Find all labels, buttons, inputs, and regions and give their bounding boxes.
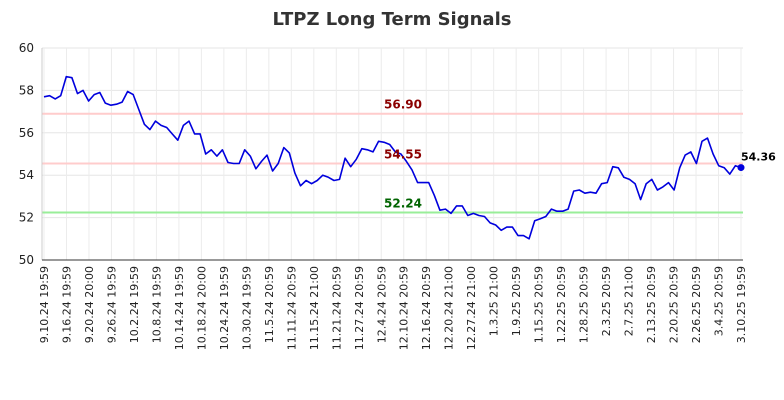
x-tick-label: 9.20.24 20:00 (83, 266, 96, 343)
y-tick-label: 58 (19, 83, 34, 97)
x-tick-label: 11.15.24 21:00 (308, 266, 321, 350)
x-tick-label: 10.24.24 19:59 (218, 266, 231, 350)
x-tick-label: 12.27.24 21:00 (465, 266, 478, 350)
x-tick-label: 11.5.24 20:59 (263, 266, 276, 343)
x-tick-label: 12.10.24 20:59 (398, 266, 411, 350)
y-tick-label: 50 (19, 253, 34, 267)
x-tick-label: 2.7.25 21:00 (623, 266, 636, 336)
y-tick-label: 52 (19, 211, 34, 225)
axes: 50 52 54 56 58 60 9.10.24 19:59 9.16.24 19:59 9.… (19, 41, 748, 350)
x-tick-label: 10.2.24 19:59 (128, 266, 141, 343)
x-tick-label: 2.20.25 20:59 (668, 266, 681, 343)
x-tick-label: 2.26.25 20:59 (690, 266, 703, 343)
x-tick-label: 3.10.25 19:59 (735, 266, 748, 343)
x-tick-label: 9.10.24 19:59 (38, 266, 51, 343)
reference-line-label: 54.55 (384, 148, 422, 162)
x-tick-label: 10.18.24 20:00 (195, 266, 208, 350)
x-tick-label: 10.8.24 19:59 (150, 266, 163, 343)
x-tick-label: 10.14.24 19:59 (173, 266, 186, 350)
x-tick-label: 11.11.24 20:59 (285, 266, 298, 350)
price-series (43, 75, 745, 240)
x-tick-label: 2.13.25 20:59 (645, 266, 658, 343)
reference-line-label: 52.24 (384, 197, 422, 211)
reference-lines (42, 112, 743, 214)
x-tick-label: 1.15.25 20:59 (533, 266, 546, 343)
x-tick-label: 12.4.24 20:59 (375, 266, 388, 343)
x-tick-label: 1.9.25 20:59 (510, 266, 523, 336)
x-tick-label: 1.22.25 20:59 (555, 266, 568, 343)
x-tick-label: 12.16.24 20:59 (420, 266, 433, 350)
x-tick-label: 9.16.24 19:59 (60, 266, 73, 343)
price-line (43, 75, 742, 240)
x-tick-label: 10.30.24 19:59 (240, 266, 253, 350)
y-tick-label: 56 (19, 126, 34, 140)
reference-line-label: 56.90 (384, 98, 422, 112)
last-point-marker (737, 164, 745, 172)
y-tick-label: 54 (19, 168, 34, 182)
chart-title: LTPZ Long Term Signals (273, 9, 512, 30)
x-tick-label: 12.20.24 21:00 (443, 266, 456, 350)
y-tick-label: 60 (19, 41, 34, 55)
x-tick-label: 9.26.24 19:59 (105, 266, 118, 343)
x-tick-label: 11.27.24 20:59 (353, 266, 366, 350)
x-tick-label: 1.3.25 21:00 (488, 266, 501, 336)
x-tick-label: 3.4.25 20:59 (713, 266, 726, 336)
last-value-label: 54.36 (741, 151, 776, 164)
x-tick-label: 11.21.24 20:59 (330, 266, 343, 350)
grid (42, 47, 743, 261)
x-tick-label: 2.3.25 20:59 (600, 266, 613, 336)
x-tick-label: 1.28.25 20:59 (578, 266, 591, 343)
labels: 56.90 54.55 52.24 54.36 (384, 98, 776, 211)
